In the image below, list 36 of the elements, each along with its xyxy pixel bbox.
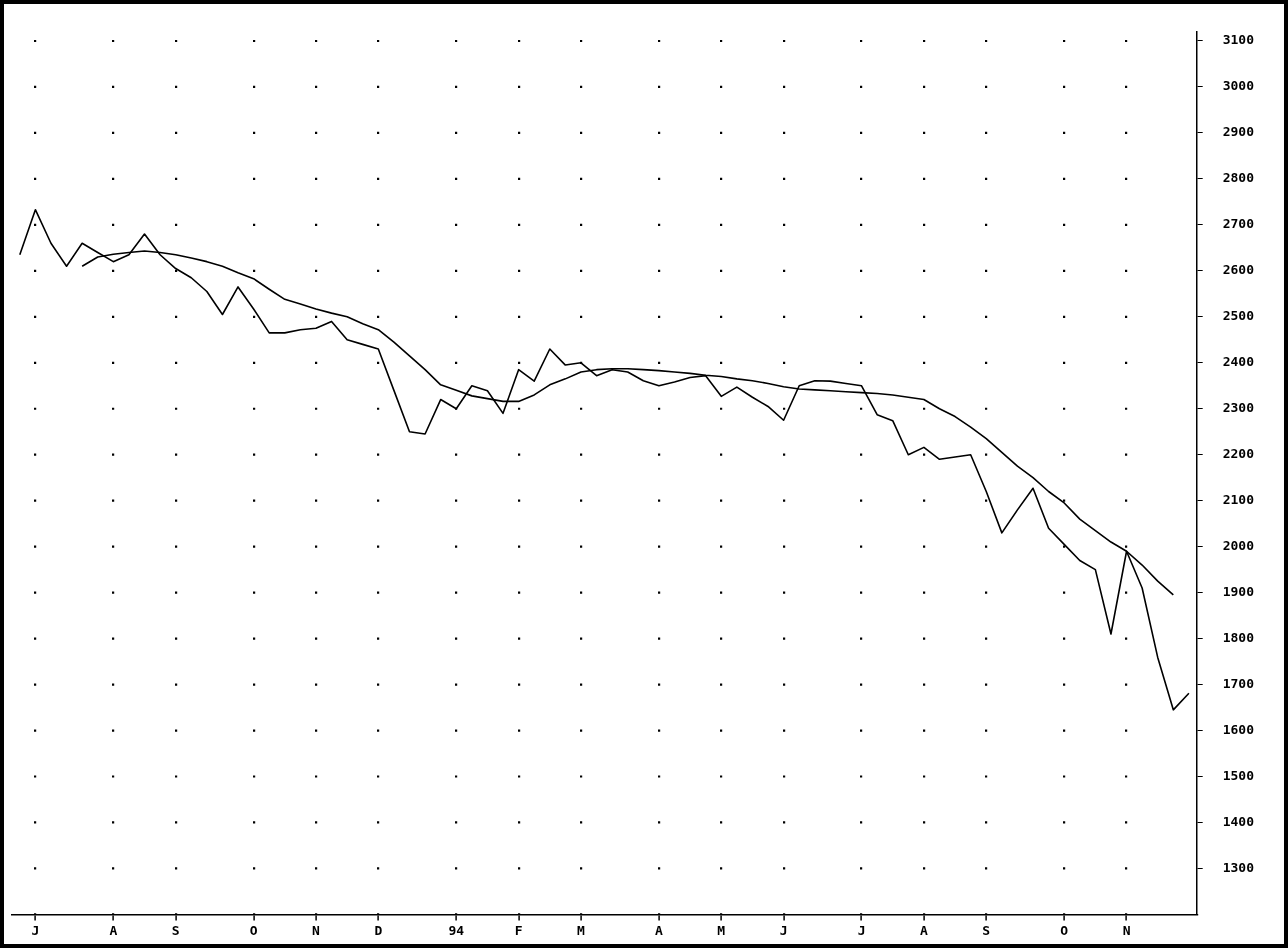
- x-tick-label: 94: [448, 922, 465, 938]
- y-tick-label: 2500: [1222, 308, 1255, 324]
- y-tick-label: 1300: [1222, 859, 1255, 875]
- y-tick-label: 1900: [1222, 583, 1255, 599]
- y-tick-label: 1800: [1222, 629, 1255, 645]
- y-tick-label: 2700: [1222, 216, 1255, 232]
- x-tick-label: N: [1122, 922, 1131, 938]
- x-tick-label: S: [171, 922, 180, 938]
- x-tick-label: M: [717, 922, 726, 938]
- x-tick-label: J: [31, 922, 40, 938]
- x-tick-label: J: [779, 922, 788, 938]
- x-tick-label: N: [312, 922, 321, 938]
- x-tick-label: F: [514, 922, 523, 938]
- x-tick-label: O: [1060, 922, 1069, 938]
- y-tick-label: 2900: [1222, 124, 1255, 140]
- y-tick-label: 1600: [1222, 721, 1255, 737]
- x-tick-label: A: [654, 922, 663, 938]
- x-tick-label: O: [249, 922, 258, 938]
- y-tick-label: 1500: [1222, 767, 1255, 783]
- x-tick-label: D: [374, 922, 383, 938]
- y-tick-label: 2100: [1222, 492, 1255, 508]
- y-tick-label: 2000: [1222, 538, 1255, 554]
- y-tick-label: 2300: [1222, 400, 1255, 416]
- y-tick-label: 3000: [1222, 78, 1255, 94]
- x-tick-label: A: [109, 922, 118, 938]
- y-tick-label: 2400: [1222, 354, 1255, 370]
- y-tick-label: 2600: [1222, 262, 1255, 278]
- x-tick-label: A: [919, 922, 928, 938]
- y-tick-label: 2800: [1222, 170, 1255, 186]
- x-tick-label: M: [577, 922, 586, 938]
- y-tick-label: 2200: [1222, 446, 1255, 462]
- y-tick-label: 1700: [1222, 675, 1255, 691]
- y-tick-label: 3100: [1222, 32, 1255, 48]
- y-tick-label: 1400: [1222, 813, 1255, 829]
- x-tick-label: S: [982, 922, 991, 938]
- x-tick-label: J: [857, 922, 866, 938]
